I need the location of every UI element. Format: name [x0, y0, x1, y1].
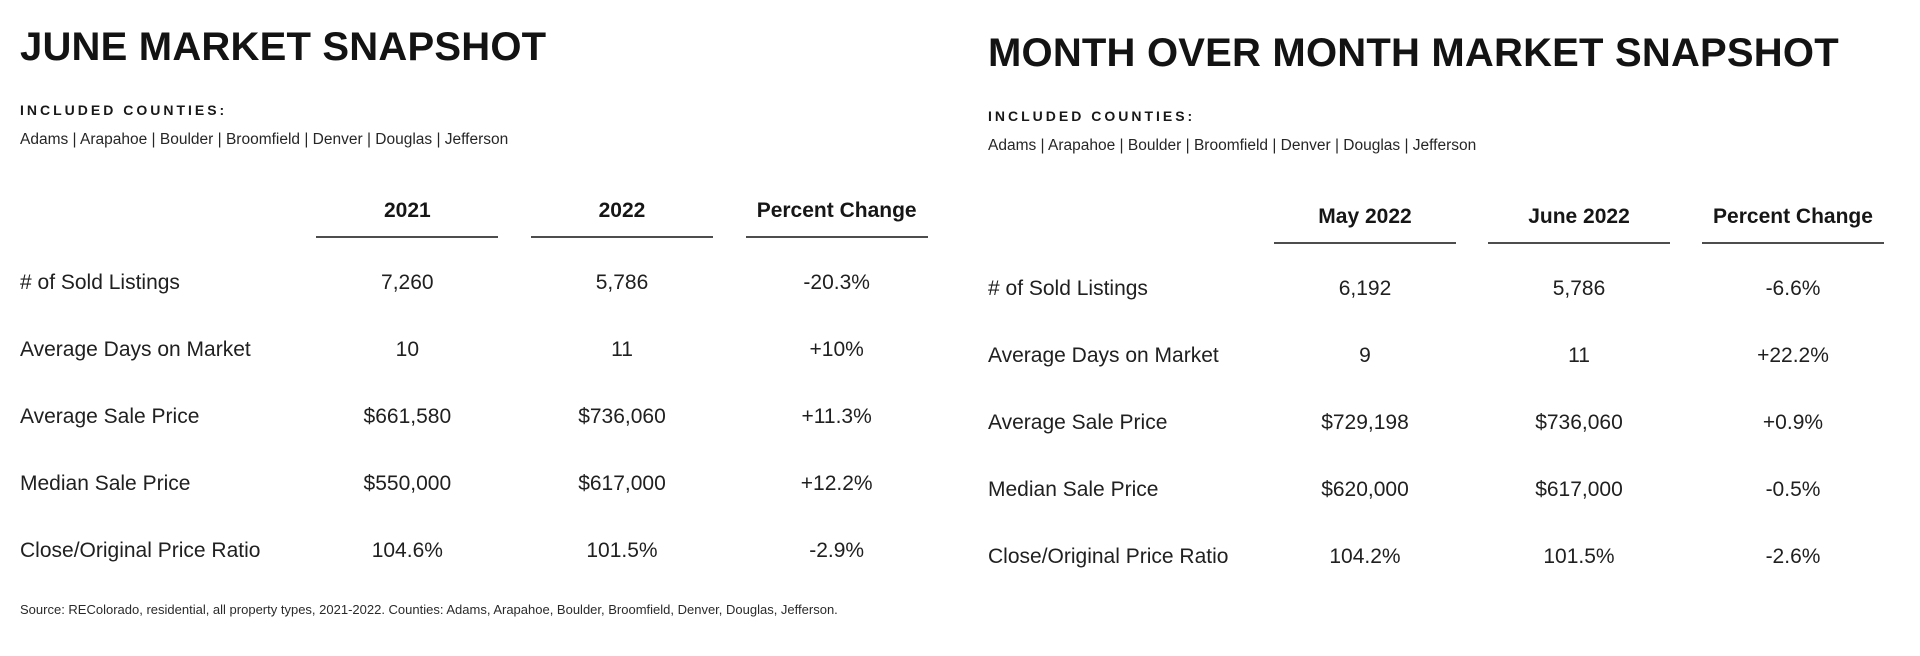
row-label: Average Days on Market — [988, 343, 1219, 367]
column-header-label: 2021 — [316, 199, 499, 238]
row-label: # of Sold Listings — [988, 276, 1148, 300]
table-cell: -2.9% — [809, 538, 865, 562]
table-cell: $617,000 — [578, 471, 666, 495]
header-spacer — [988, 225, 1258, 236]
column-header-may-2022: May 2022 — [1258, 205, 1472, 255]
column-header-label: Percent Change — [1702, 205, 1884, 244]
table-cell: 7,260 — [381, 270, 434, 294]
row-label: Average Days on Market — [20, 337, 251, 361]
header-spacer — [20, 219, 300, 230]
table-cell: +22.2% — [1757, 343, 1829, 367]
row-label: Average Sale Price — [988, 410, 1168, 434]
snapshot-table: 2021 2022 Percent Change # of Sold Listi… — [20, 199, 944, 584]
column-header-2021: 2021 — [300, 199, 515, 249]
column-header-june-2022: June 2022 — [1472, 205, 1686, 255]
table-cell: $729,198 — [1321, 410, 1409, 434]
table-cell: 104.2% — [1329, 544, 1401, 568]
row-label: Close/Original Price Ratio — [20, 538, 261, 562]
row-label: Median Sale Price — [988, 477, 1159, 501]
column-header-2022: 2022 — [515, 199, 730, 249]
table-cell: $620,000 — [1321, 477, 1409, 501]
column-header-label: June 2022 — [1488, 205, 1670, 244]
table-cell: +10% — [809, 337, 864, 361]
table-cell: $661,580 — [363, 404, 452, 428]
table-cell: -20.3% — [803, 270, 870, 294]
table-cell: 11 — [1568, 343, 1590, 367]
panel-title: JUNE MARKET SNAPSHOT — [20, 25, 547, 69]
row-label: Close/Original Price Ratio — [988, 544, 1229, 568]
source-note: Source: REColorado, residential, all pro… — [20, 602, 838, 617]
table-cell: -0.5% — [1765, 477, 1821, 501]
table-cell: 10 — [395, 337, 419, 361]
counties-list: Adams | Arapahoe | Boulder | Broomfield … — [988, 137, 1477, 154]
table-cell: 104.6% — [371, 538, 443, 562]
column-header-percent-change: Percent Change — [1686, 205, 1900, 255]
counties-list: Adams | Arapahoe | Boulder | Broomfield … — [20, 131, 509, 148]
month-over-month-snapshot-panel: MONTH OVER MONTH MARKET SNAPSHOT INCLUDE… — [988, 26, 1900, 617]
column-header-label: 2022 — [530, 199, 713, 238]
row-label: Median Sale Price — [20, 471, 191, 495]
table-cell: +0.9% — [1762, 410, 1824, 434]
row-label: # of Sold Listings — [20, 270, 180, 294]
column-header-label: Percent Change — [745, 199, 928, 238]
table-cell: 11 — [611, 337, 633, 361]
table-cell: 5,786 — [595, 270, 649, 294]
june-snapshot-panel: JUNE MARKET SNAPSHOT INCLUDED COUNTIES: … — [20, 26, 944, 617]
table-cell: 6,192 — [1338, 276, 1392, 300]
table-cell: $736,060 — [578, 404, 666, 428]
table-cell: 101.5% — [586, 538, 658, 562]
panel-title: MONTH OVER MONTH MARKET SNAPSHOT — [988, 31, 1839, 75]
table-cell: $617,000 — [1535, 477, 1623, 501]
table-cell: $550,000 — [363, 471, 452, 495]
table-cell: 9 — [1359, 343, 1371, 367]
snapshot-table: May 2022 June 2022 Percent Change # of S… — [988, 205, 1900, 590]
included-counties-label: INCLUDED COUNTIES: — [20, 102, 228, 118]
table-cell: 101.5% — [1543, 544, 1615, 568]
column-header-label: May 2022 — [1274, 205, 1456, 244]
column-header-percent-change: Percent Change — [729, 199, 944, 249]
table-cell: $736,060 — [1535, 410, 1623, 434]
table-cell: -6.6% — [1765, 276, 1821, 300]
table-cell: +12.2% — [800, 471, 873, 495]
table-cell: -2.6% — [1765, 544, 1821, 568]
table-cell: +11.3% — [801, 404, 872, 428]
row-label: Average Sale Price — [20, 404, 200, 428]
included-counties-label: INCLUDED COUNTIES: — [988, 108, 1196, 124]
table-cell: 5,786 — [1552, 276, 1606, 300]
report-page: JUNE MARKET SNAPSHOT INCLUDED COUNTIES: … — [20, 26, 1900, 617]
